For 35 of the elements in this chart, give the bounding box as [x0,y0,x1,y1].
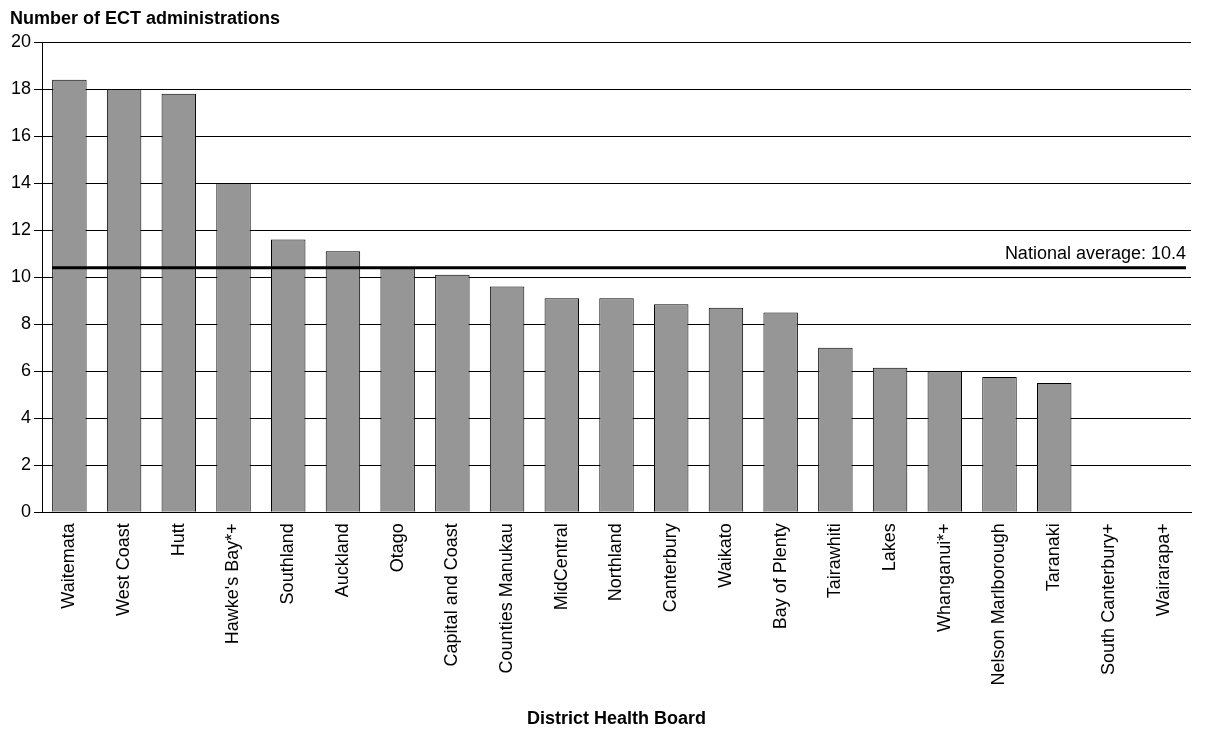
x-tick-label: West Coast [113,523,134,617]
x-tick-label: Tairawhiti [824,523,845,599]
y-tick-label: 20 [10,30,32,51]
y-axis-title: Number of ECT administrations [10,7,281,28]
x-tick-label: Northland [605,523,626,602]
x-tick-label: Lakes [879,523,900,572]
y-tick-label: 6 [21,360,32,381]
x-tick-label: Canterbury [660,523,681,613]
x-tick-label: Auckland [331,523,352,598]
x-axis-title: District Health Board [526,708,707,729]
y-tick-label: 14 [10,172,32,193]
x-tick-label: MidCentral [550,523,571,611]
x-tick-label: Southland [277,523,298,605]
y-tick-label: 0 [21,501,32,522]
x-tick-label: Otago [386,523,407,573]
x-tick-label: Hutt [167,523,188,557]
x-tick-label: Wairarapa+ [1152,523,1173,617]
y-tick-label: 2 [21,454,32,475]
x-tick-label: Counties Manukau [496,523,517,674]
x-tick-label: Bay of Plenty [769,523,790,630]
y-tick-label: 8 [21,313,32,334]
x-tick-label: Capital and Coast [441,523,462,667]
y-tick-label: 4 [21,407,32,428]
y-tick-label: 10 [10,266,32,287]
x-tick-label: Hawke's Bay*+ [222,523,243,645]
y-tick-label: 12 [10,219,32,240]
x-tick-label: South Canterbury+ [1097,523,1118,675]
x-tick-label: Waitemata [58,522,79,609]
x-tick-label: Taranaki [1043,523,1064,592]
x-tick-label: Nelson Marlborough [988,523,1009,686]
x-tick-label: Waikato [714,523,735,588]
y-tick-label: 18 [10,78,32,98]
x-tick-label: Whanganui*+ [933,523,954,632]
ref-line-label: National average: 10.4 [1004,242,1186,263]
y-tick-label: 16 [10,125,32,146]
